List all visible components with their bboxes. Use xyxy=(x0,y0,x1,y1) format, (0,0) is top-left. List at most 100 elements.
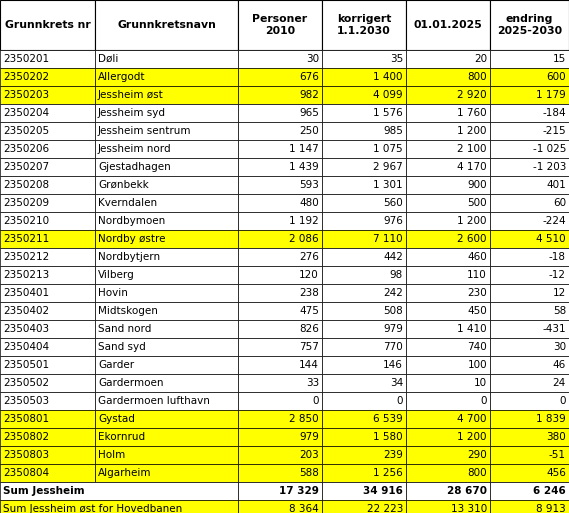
Bar xyxy=(406,68,490,86)
Bar xyxy=(238,392,322,410)
Bar xyxy=(406,176,490,194)
Text: Nordbymoen: Nordbymoen xyxy=(98,216,165,226)
Bar xyxy=(0,302,95,320)
Bar xyxy=(0,230,95,248)
Text: korrigert
1.1.2030: korrigert 1.1.2030 xyxy=(337,14,391,36)
Bar xyxy=(406,374,490,392)
Bar xyxy=(238,446,322,464)
Bar xyxy=(322,122,406,140)
Bar xyxy=(238,284,322,302)
Text: 442: 442 xyxy=(383,252,403,262)
Bar xyxy=(0,104,95,122)
Bar xyxy=(406,230,490,248)
Bar xyxy=(238,68,322,86)
Bar xyxy=(322,302,406,320)
Bar xyxy=(490,0,569,50)
Text: 1 576: 1 576 xyxy=(373,108,403,118)
Text: -431: -431 xyxy=(542,324,566,334)
Text: Algarheim: Algarheim xyxy=(98,468,151,478)
Text: 593: 593 xyxy=(299,180,319,190)
Bar xyxy=(0,392,95,410)
Text: Gjestadhagen: Gjestadhagen xyxy=(98,162,171,172)
Text: 24: 24 xyxy=(552,378,566,388)
Text: 2350403: 2350403 xyxy=(3,324,49,334)
Text: 2350209: 2350209 xyxy=(3,198,49,208)
Bar xyxy=(490,374,569,392)
Text: 560: 560 xyxy=(384,198,403,208)
Text: 28 670: 28 670 xyxy=(447,486,487,496)
Bar xyxy=(322,212,406,230)
Text: Gardermoen lufthavn: Gardermoen lufthavn xyxy=(98,396,210,406)
Text: 475: 475 xyxy=(299,306,319,316)
Text: 1 760: 1 760 xyxy=(457,108,487,118)
Bar xyxy=(238,266,322,284)
Bar xyxy=(0,122,95,140)
Text: 2350210: 2350210 xyxy=(3,216,49,226)
Text: 250: 250 xyxy=(299,126,319,136)
Bar xyxy=(95,374,238,392)
Text: 01.01.2025: 01.01.2025 xyxy=(414,20,483,30)
Bar xyxy=(490,122,569,140)
Bar xyxy=(490,320,569,338)
Text: 146: 146 xyxy=(383,360,403,370)
Bar xyxy=(0,338,95,356)
Bar xyxy=(238,122,322,140)
Bar xyxy=(490,284,569,302)
Bar xyxy=(0,194,95,212)
Bar xyxy=(406,410,490,428)
Bar xyxy=(238,500,322,513)
Text: 1 192: 1 192 xyxy=(289,216,319,226)
Text: Jessheim nord: Jessheim nord xyxy=(98,144,172,154)
Bar xyxy=(238,158,322,176)
Text: Nordbytjern: Nordbytjern xyxy=(98,252,160,262)
Text: 1 439: 1 439 xyxy=(289,162,319,172)
Bar xyxy=(238,50,322,68)
Text: 0: 0 xyxy=(480,396,487,406)
Bar xyxy=(238,0,322,50)
Bar xyxy=(490,410,569,428)
Bar xyxy=(322,176,406,194)
Text: -184: -184 xyxy=(542,108,566,118)
Bar xyxy=(406,464,490,482)
Text: Sum Jessheim øst for Hovedbanen: Sum Jessheim øst for Hovedbanen xyxy=(3,504,182,513)
Bar xyxy=(406,428,490,446)
Bar xyxy=(406,50,490,68)
Bar xyxy=(238,230,322,248)
Bar xyxy=(238,338,322,356)
Bar xyxy=(406,338,490,356)
Bar xyxy=(95,428,238,446)
Text: 33: 33 xyxy=(306,378,319,388)
Bar xyxy=(95,248,238,266)
Bar xyxy=(0,86,95,104)
Text: 2 600: 2 600 xyxy=(457,234,487,244)
Bar xyxy=(406,356,490,374)
Bar xyxy=(0,482,238,500)
Bar xyxy=(490,86,569,104)
Bar xyxy=(490,176,569,194)
Text: 15: 15 xyxy=(552,54,566,64)
Text: 976: 976 xyxy=(383,216,403,226)
Text: 2 967: 2 967 xyxy=(373,162,403,172)
Text: 8 913: 8 913 xyxy=(536,504,566,513)
Text: Garder: Garder xyxy=(98,360,134,370)
Bar xyxy=(95,212,238,230)
Bar xyxy=(0,410,95,428)
Text: 2 850: 2 850 xyxy=(290,414,319,424)
Text: 1 200: 1 200 xyxy=(457,432,487,442)
Bar xyxy=(322,266,406,284)
Bar xyxy=(322,50,406,68)
Text: 4 510: 4 510 xyxy=(537,234,566,244)
Bar xyxy=(490,482,569,500)
Bar xyxy=(322,230,406,248)
Text: 100: 100 xyxy=(467,360,487,370)
Text: 239: 239 xyxy=(383,450,403,460)
Bar xyxy=(322,248,406,266)
Text: Grunnkretsnavn: Grunnkretsnavn xyxy=(117,20,216,30)
Bar xyxy=(322,86,406,104)
Bar xyxy=(490,230,569,248)
Bar xyxy=(238,248,322,266)
Text: 276: 276 xyxy=(299,252,319,262)
Text: -1 203: -1 203 xyxy=(533,162,566,172)
Text: Midtskogen: Midtskogen xyxy=(98,306,158,316)
Text: Jessheim syd: Jessheim syd xyxy=(98,108,166,118)
